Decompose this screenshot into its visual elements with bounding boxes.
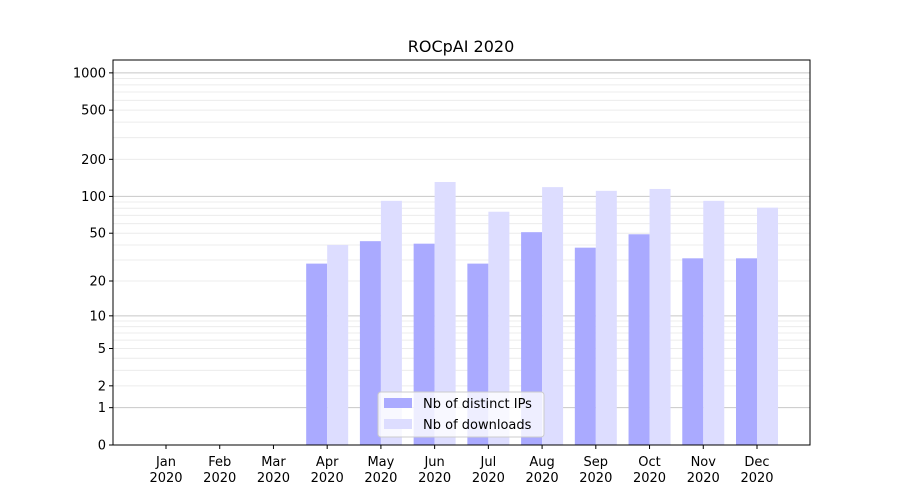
bar-distinct-ips <box>359 241 381 445</box>
chart-title: ROCpAI 2020 <box>408 37 515 56</box>
bar-distinct-ips <box>574 247 596 445</box>
x-tick-label: Feb 2020 <box>203 455 236 486</box>
x-tick-label: Mar 2020 <box>257 455 290 486</box>
bar-downloads <box>488 211 510 445</box>
bar-distinct-ips <box>628 234 650 445</box>
y-tick-label: 0 <box>98 439 106 454</box>
x-tick-label: Sep 2020 <box>579 455 612 486</box>
bar-downloads <box>380 200 402 445</box>
legend-swatch <box>384 398 412 408</box>
legend-swatch <box>384 419 412 429</box>
y-tick-label: 50 <box>89 227 106 242</box>
legend-box <box>377 391 545 438</box>
bar-downloads <box>542 187 564 445</box>
x-tick-label: Dec 2020 <box>740 455 773 486</box>
bar-distinct-ips <box>736 258 757 445</box>
x-tick-label: Jun 2020 <box>418 455 451 486</box>
legend-label: Nb of downloads <box>423 418 532 433</box>
x-tick-label: Nov 2020 <box>687 455 720 486</box>
plot-frame <box>112 59 811 446</box>
y-tick-label: 1 <box>98 401 106 416</box>
y-tick-label: 2 <box>98 379 106 394</box>
bar-distinct-ips <box>682 258 704 445</box>
y-tick-label: 1000 <box>73 66 106 81</box>
y-tick-label: 100 <box>81 190 106 205</box>
y-tick-label: 5 <box>98 342 106 357</box>
x-tick-label: Oct 2020 <box>633 455 666 486</box>
y-tick-label: 20 <box>89 275 106 290</box>
x-tick-label: Aug 2020 <box>526 455 559 486</box>
y-tick-label: 500 <box>81 104 106 119</box>
legend: Nb of distinct IPs Nb of downloads <box>377 391 545 438</box>
bar-downloads <box>595 190 617 445</box>
bar-downloads <box>703 200 725 445</box>
x-tick-label: May 2020 <box>364 455 397 486</box>
bar-downloads <box>649 188 671 445</box>
bar-downloads <box>757 207 778 445</box>
x-tick-label: Jul 2020 <box>472 455 505 486</box>
x-tick-label: Jan 2020 <box>149 455 182 486</box>
bar-distinct-ips <box>306 263 328 445</box>
legend-label: Nb of distinct IPs <box>423 397 532 412</box>
bar-downloads <box>434 181 456 445</box>
y-tick-label: 10 <box>89 309 106 324</box>
x-tick-label: Apr 2020 <box>311 455 344 486</box>
bar-downloads <box>327 244 349 445</box>
y-tick-label: 200 <box>81 153 106 168</box>
